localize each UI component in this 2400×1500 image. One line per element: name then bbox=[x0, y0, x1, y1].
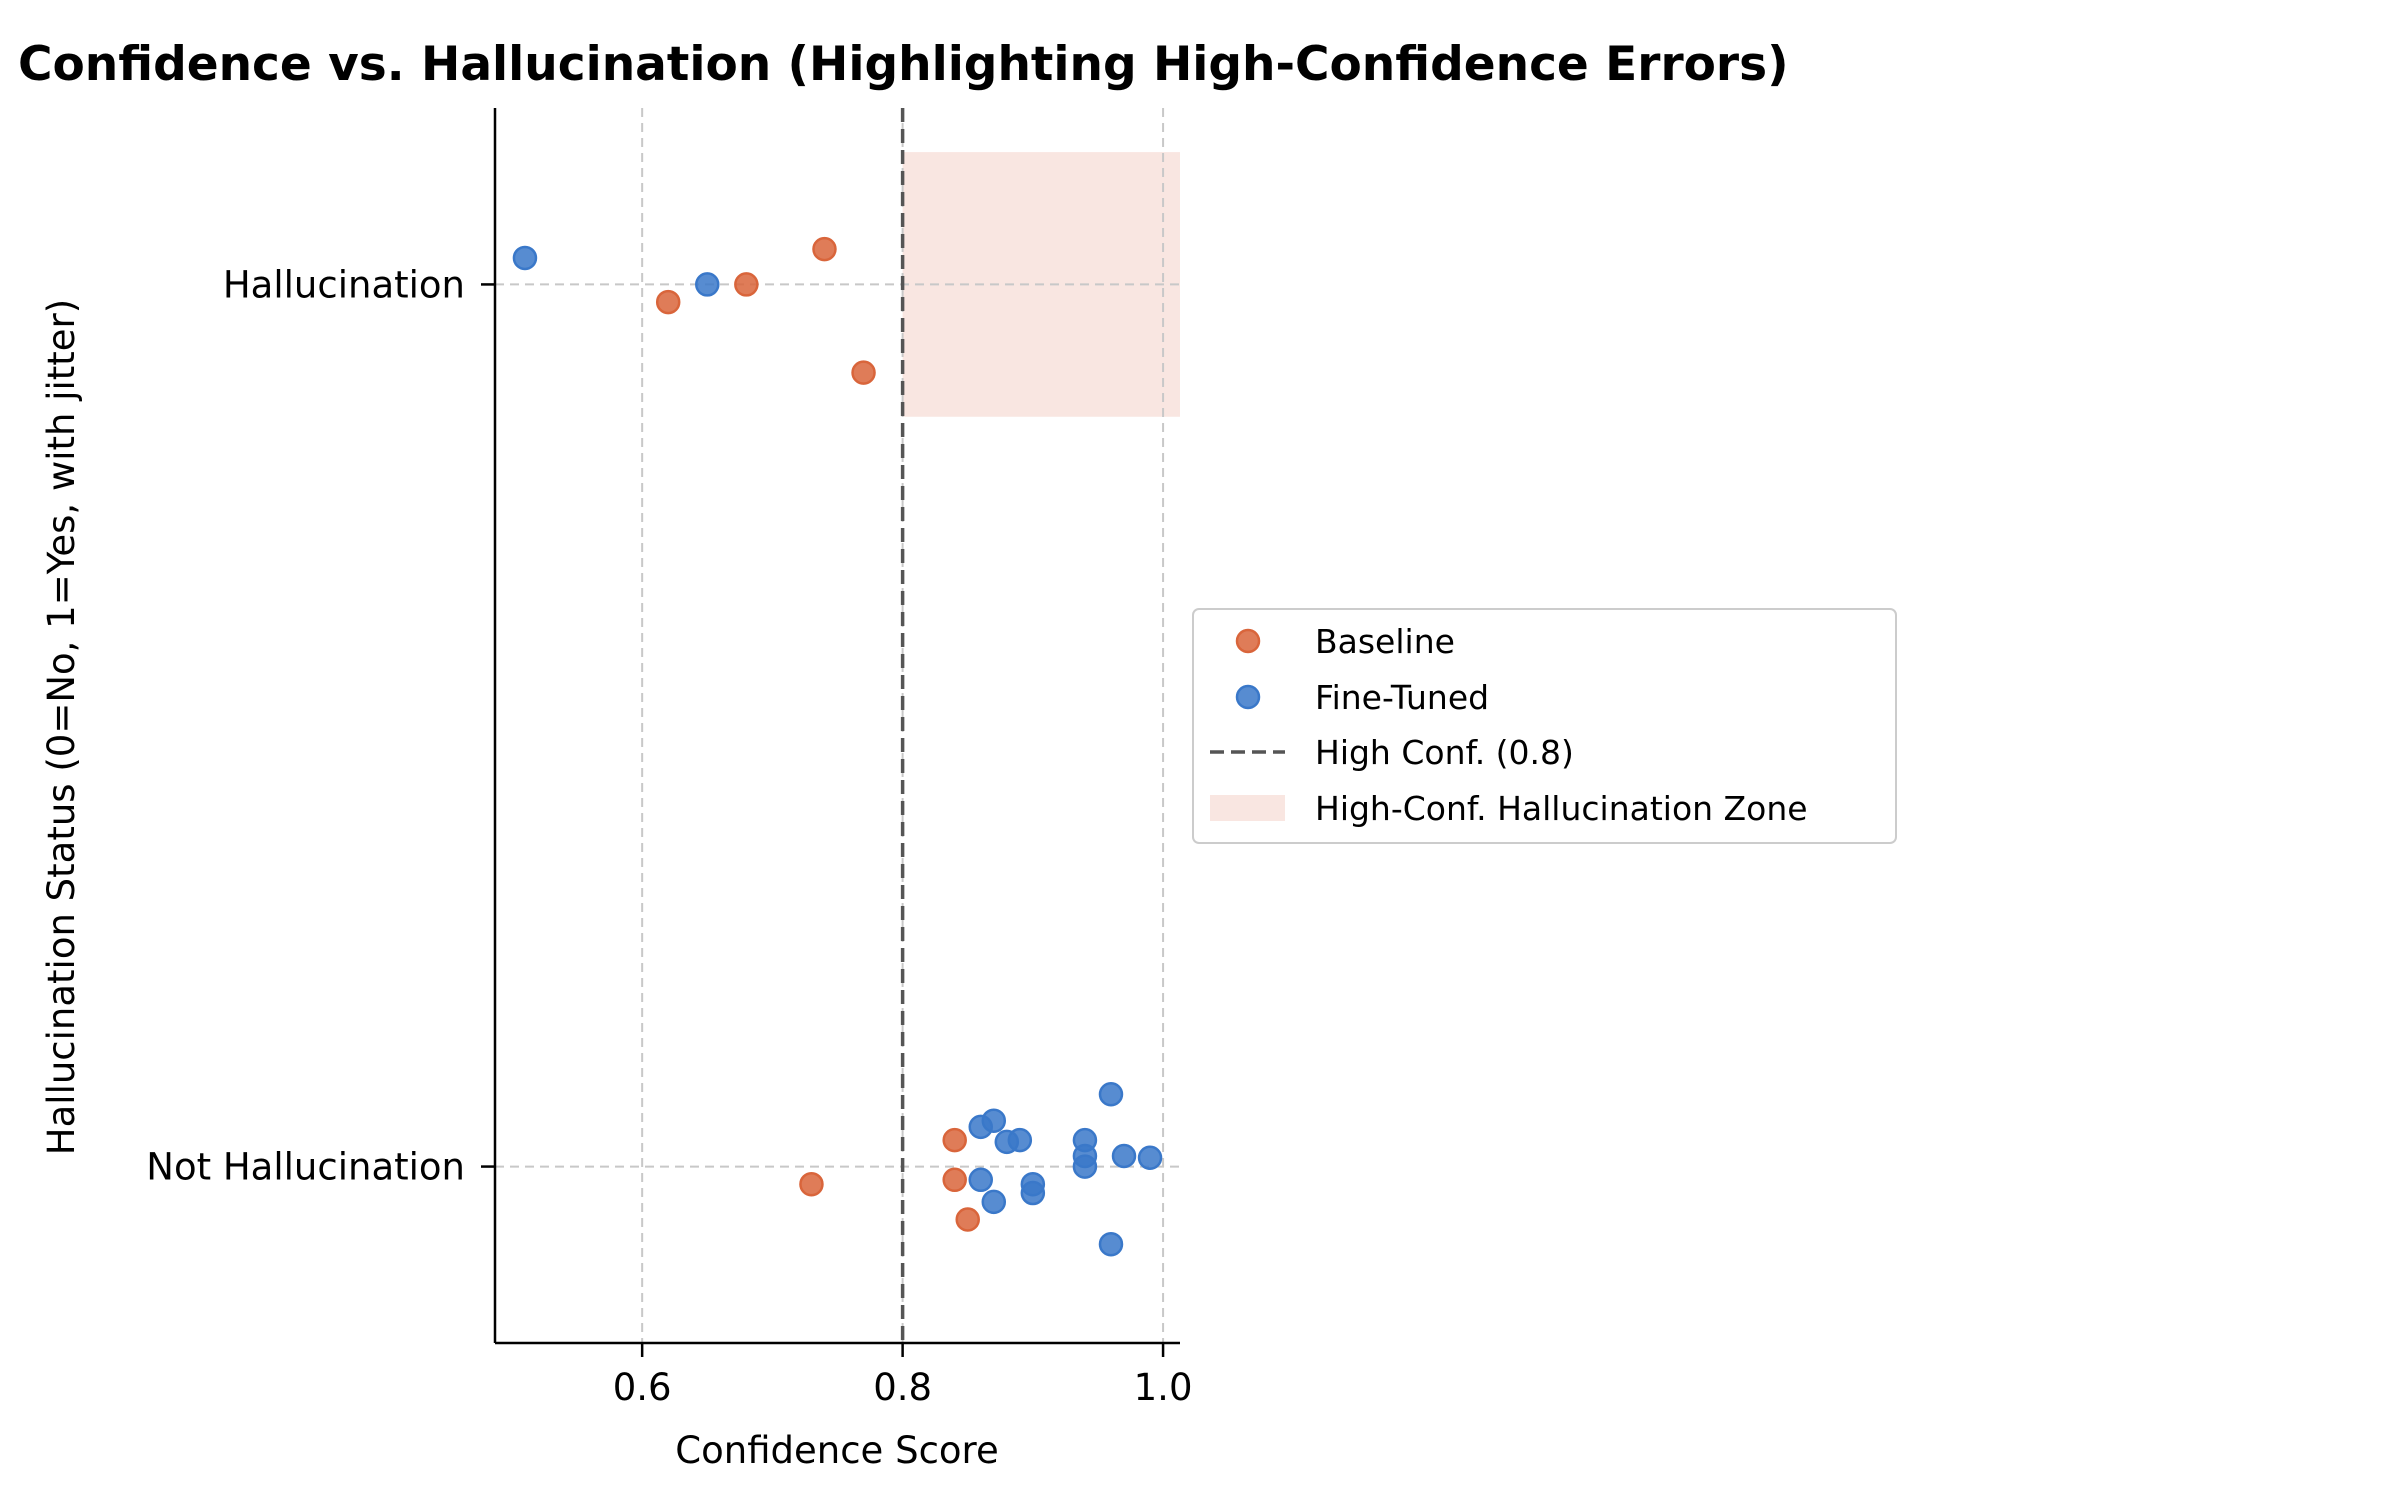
y-axis-label: Hallucination Status (0=No, 1=Yes, with … bbox=[40, 299, 83, 1155]
point-baseline bbox=[655, 289, 681, 315]
point-baseline bbox=[734, 272, 759, 297]
point-fine-tuned bbox=[1072, 1154, 1098, 1179]
point-baseline bbox=[955, 1207, 980, 1232]
chart-title: Confidence vs. Hallucination (Highlighti… bbox=[18, 37, 1789, 92]
point-fine-tuned bbox=[994, 1129, 1020, 1155]
point-baseline bbox=[799, 1171, 824, 1197]
legend-label-baseline: Baseline bbox=[1315, 622, 1455, 661]
point-fine-tuned bbox=[1098, 1231, 1124, 1257]
legend-box bbox=[1192, 608, 1897, 844]
point-fine-tuned bbox=[512, 245, 538, 271]
point-fine-tuned bbox=[1020, 1180, 1046, 1206]
x-tick-label: 1.0 bbox=[1134, 1366, 1193, 1409]
y-ticks: Not Hallucination Hallucination bbox=[146, 263, 495, 1189]
axes bbox=[493, 108, 1180, 1345]
point-fine-tuned bbox=[968, 1167, 994, 1193]
point-fine-tuned bbox=[1137, 1145, 1163, 1170]
point-baseline bbox=[812, 236, 837, 262]
point-fine-tuned bbox=[981, 1189, 1007, 1215]
legend-marker-baseline bbox=[1235, 628, 1261, 654]
x-tick-label: 0.8 bbox=[873, 1366, 932, 1409]
point-baseline bbox=[942, 1167, 967, 1193]
point-fine-tuned bbox=[1111, 1143, 1137, 1169]
points-layer bbox=[512, 236, 1163, 1257]
point-baseline bbox=[942, 1127, 967, 1153]
legend-label-zone: High-Conf. Hallucination Zone bbox=[1315, 789, 1808, 828]
y-tick-label: Hallucination bbox=[223, 263, 465, 306]
point-fine-tuned bbox=[968, 1114, 994, 1140]
x-tick-label: 0.6 bbox=[613, 1366, 672, 1409]
point-baseline bbox=[851, 360, 876, 385]
legend-marker-fine-tuned bbox=[1235, 684, 1261, 710]
point-fine-tuned bbox=[1098, 1081, 1124, 1107]
point-fine-tuned bbox=[695, 272, 720, 297]
legend-label-threshold: High Conf. (0.8) bbox=[1315, 733, 1574, 772]
x-ticks: 0.6 0.8 1.0 bbox=[613, 1343, 1193, 1409]
legend: Baseline Fine-Tuned High Conf. (0.8) Hig… bbox=[1192, 608, 1897, 844]
x-axis-label: Confidence Score bbox=[675, 1429, 998, 1472]
y-tick-label: Not Hallucination bbox=[146, 1146, 465, 1189]
legend-marker-zone bbox=[1210, 795, 1285, 821]
legend-label-fine-tuned: Fine-Tuned bbox=[1315, 678, 1489, 717]
